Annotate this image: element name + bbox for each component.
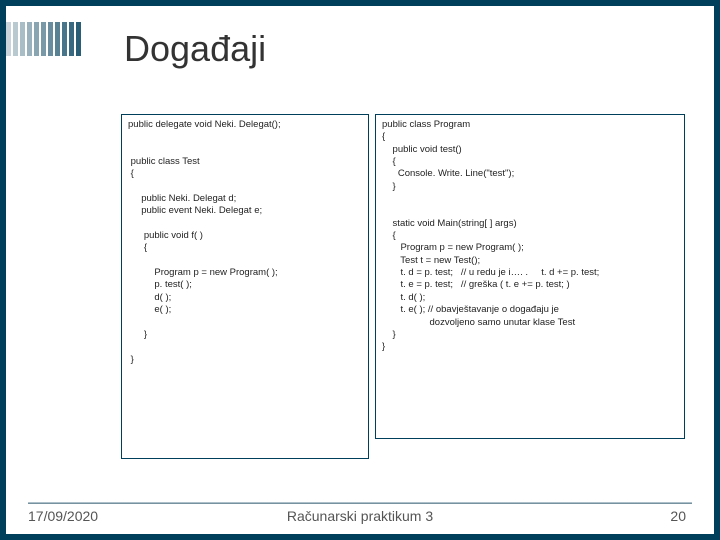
footer-date: 17/09/2020 xyxy=(28,508,98,524)
code-block-left: public delegate void Neki. Delegat(); pu… xyxy=(121,114,369,459)
stripe xyxy=(6,22,11,56)
code-block-right: public class Program { public void test(… xyxy=(375,114,685,439)
stripe xyxy=(41,22,46,56)
stripe xyxy=(20,22,25,56)
footer-divider xyxy=(28,502,692,504)
footer-title: Računarski praktikum 3 xyxy=(287,508,433,524)
stripe xyxy=(27,22,32,56)
decorative-stripes xyxy=(6,22,81,56)
stripe xyxy=(55,22,60,56)
stripe xyxy=(62,22,67,56)
content-area: public delegate void Neki. Delegat(); pu… xyxy=(121,114,692,459)
stripe xyxy=(34,22,39,56)
slide-title: Događaji xyxy=(124,28,266,70)
stripe xyxy=(69,22,74,56)
footer-page-number: 20 xyxy=(670,508,686,524)
stripe xyxy=(13,22,18,56)
footer: 17/09/2020 Računarski praktikum 3 20 xyxy=(6,508,714,524)
slide: Događaji public delegate void Neki. Dele… xyxy=(6,6,714,534)
stripe xyxy=(76,22,81,56)
stripe xyxy=(48,22,53,56)
